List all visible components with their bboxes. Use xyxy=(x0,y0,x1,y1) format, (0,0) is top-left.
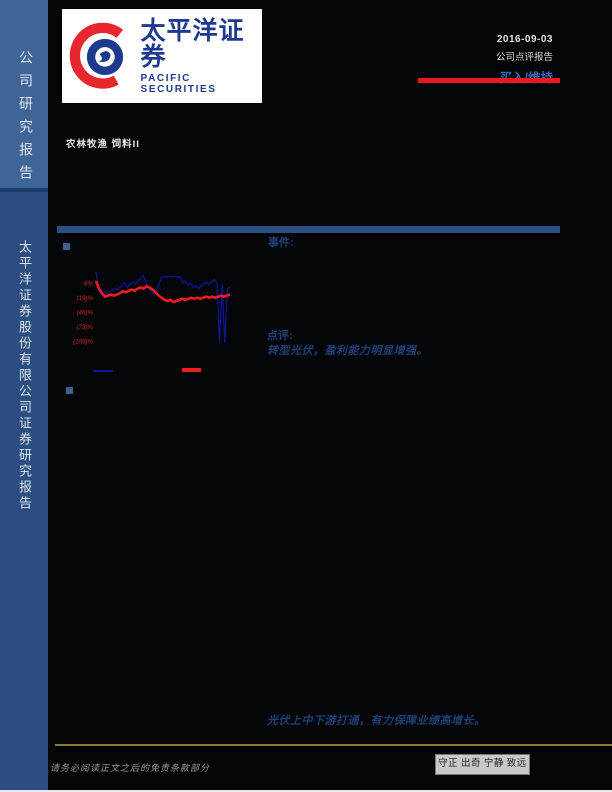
sidebar-company-label: 太平洋证券股份有限公司证券研究报告 xyxy=(17,240,32,512)
rating-underline xyxy=(418,78,560,83)
chart-series-blue-line xyxy=(95,271,231,343)
industry-label: 农林牧渔 饲料II xyxy=(66,139,140,150)
company-logo: 太平洋证券 PACIFIC SECURITIES xyxy=(62,9,262,103)
motto-box: 守正 出奇 宁静 致远 xyxy=(435,754,530,775)
event-section-label: 事件: xyxy=(268,237,294,249)
logo-text: 太平洋证券 PACIFIC SECURITIES xyxy=(141,18,262,95)
logo-name-cn: 太平洋证券 xyxy=(140,16,245,71)
chart-series-red-line xyxy=(94,280,231,304)
report-date: 2016-09-03 xyxy=(496,34,553,45)
y-axis-tick-label: (100)% xyxy=(73,339,93,346)
y-axis-tick-label: (73)% xyxy=(76,324,93,331)
price-performance-chart: 8% (19)% (46)% (73)% (100)% xyxy=(73,271,231,346)
sidebar: 公司研究报告 太平洋证券股份有限公司证券研究报告 xyxy=(0,0,48,790)
y-axis-tick-label: (19)% xyxy=(76,295,93,302)
pacific-securities-logo-icon xyxy=(69,22,124,89)
y-axis-tick-label: (46)% xyxy=(76,310,93,317)
page-bottom-edge xyxy=(0,790,612,792)
rating-label: 买入/维持 xyxy=(496,67,553,86)
logo-name-en: PACIFIC SECURITIES xyxy=(140,72,217,95)
legend-swatch-red xyxy=(182,368,201,372)
disclaimer-text: 请务必阅读正文之后的免责条款部分 xyxy=(50,763,211,773)
sidebar-report-type-label: 公司研究报告 xyxy=(17,50,32,188)
comment-highlight: 转型光伏，盈利能力明显增强。 xyxy=(267,345,428,357)
sidebar-top-section: 公司研究报告 xyxy=(0,0,48,188)
comment-section-label: 点评: xyxy=(267,330,293,342)
footer-rule xyxy=(55,744,612,746)
bottom-highlight: 光伏上中下游打通，有力保障业绩高增长。 xyxy=(267,715,486,727)
section-bullet-1 xyxy=(63,243,70,250)
report-title-bar xyxy=(57,226,560,233)
sidebar-divider xyxy=(0,188,48,192)
y-axis-tick-label: 8% xyxy=(84,280,93,287)
sidebar-bottom-section: 太平洋证券股份有限公司证券研究报告 xyxy=(0,192,48,790)
section-bullet-2 xyxy=(66,387,73,394)
report-type-label: 公司点评报告 xyxy=(495,52,553,63)
legend-swatch-blue xyxy=(93,370,113,372)
